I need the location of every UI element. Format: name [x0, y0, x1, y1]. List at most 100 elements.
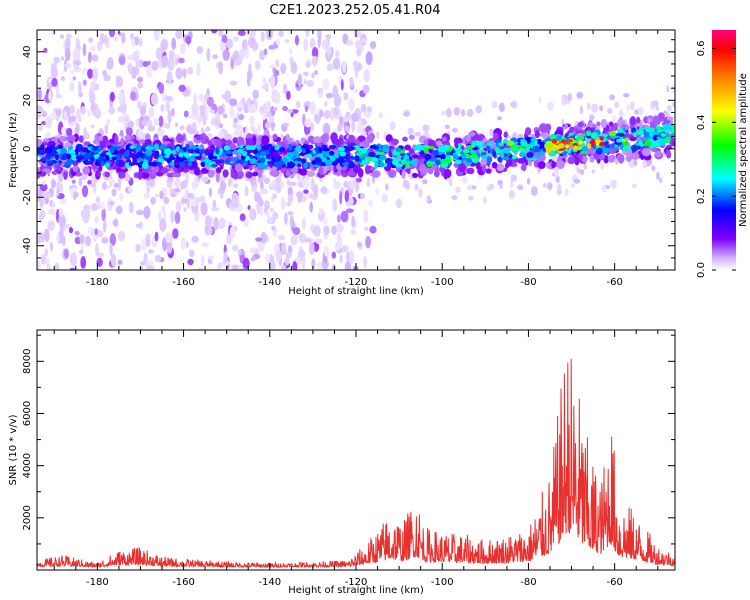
spectrogram-cell: [288, 143, 293, 151]
spectrogram-cell: [88, 37, 93, 43]
spectrogram-cell: [232, 36, 240, 42]
spectrogram-cell: [205, 107, 210, 116]
spectrogram-cell: [137, 130, 143, 138]
spectrogram-cell: [613, 135, 621, 139]
spectrogram-cell: [349, 156, 356, 160]
spectrogram-cell: [137, 76, 144, 83]
spectrogram-cell: [471, 153, 477, 159]
spectrogram-cell: [136, 157, 145, 162]
spectrogram-cell: [290, 234, 298, 246]
spectrogram-cell: [169, 161, 175, 167]
spectrogram-cell: [146, 264, 153, 270]
spectrogram-cell: [532, 145, 538, 153]
spectrogram-cell: [178, 84, 186, 92]
spectrogram-cell: [213, 138, 221, 147]
spectrogram-cell: [282, 105, 289, 112]
spectrogram-cell: [111, 156, 117, 161]
spectrogram-cell: [73, 60, 82, 66]
spectrogram-cell: [44, 228, 50, 243]
spectrogram-cell: [414, 183, 419, 191]
spectrogram-cell: [123, 150, 130, 158]
spectrogram-cell: [218, 60, 223, 75]
spectrogram-cell: [306, 79, 315, 88]
spectrogram-cell: [115, 205, 123, 215]
spectrogram-cell: [77, 147, 84, 152]
snr-panel: -180 -160 -140 -120 -100 -80 -60 2000 4000 6000 8…: [8, 329, 676, 596]
spectrogram-cell: [496, 116, 503, 121]
spectrogram-cell: [322, 38, 329, 50]
spectrogram-cell: [545, 147, 552, 153]
spectrogram-cell: [145, 233, 151, 241]
spectrogram-cell: [93, 154, 100, 159]
spectrogram-cell: [318, 208, 323, 216]
spectrogram-cell: [671, 84, 675, 94]
spectrogram-cell: [471, 140, 479, 147]
spectrogram-cell: [315, 238, 323, 245]
spectrogram-cell: [399, 152, 406, 157]
spectrogram-cell: [309, 241, 315, 255]
spectrogram-cell: [497, 179, 503, 186]
spectrogram-cell: [69, 69, 75, 75]
spectrogram-cell: [225, 38, 234, 49]
snr-ylabel: SNR (10 * v/v): [8, 414, 19, 485]
spectrogram-cell: [190, 161, 198, 168]
spectrogram-cell: [94, 215, 100, 224]
spectrogram-cell: [233, 117, 239, 123]
spectrogram-cell: [631, 127, 637, 134]
y-tick-label: 20: [22, 94, 33, 107]
y-tick-label: 4000: [22, 453, 33, 478]
spectrogram-cell: [655, 171, 660, 181]
spectrogram-cell: [272, 184, 278, 191]
spectrogram-cell: [69, 226, 74, 234]
spectrogram-cell: [200, 196, 206, 201]
spectrogram-cell: [538, 96, 542, 104]
spectrogram-cell: [435, 140, 443, 146]
spectrogram-cell: [94, 228, 98, 236]
spectrogram-cell: [369, 166, 376, 171]
spectrogram-cell: [261, 144, 270, 151]
spectrogram-cell: [175, 30, 183, 40]
spectrogram-cell: [223, 251, 228, 263]
spectrogram-cell: [163, 148, 172, 156]
spectrogram-cell: [428, 145, 435, 150]
spectrogram-cell: [329, 157, 336, 162]
spectrogram-cell: [281, 264, 287, 270]
spectrogram-cell: [588, 114, 595, 121]
spectrogram-cell: [503, 131, 508, 138]
spectrogram-cell: [238, 107, 242, 112]
spectrogram-cell: [309, 201, 313, 213]
spectrogram-cell: [196, 62, 201, 77]
spectrogram-cell: [281, 197, 286, 210]
spectrogram-cell: [118, 171, 126, 179]
spectrogram-cell: [499, 184, 503, 189]
spectrogram-cell: [272, 133, 278, 140]
spectrogram-cell: [664, 129, 671, 134]
spectrogram-cell: [655, 125, 661, 130]
spectrogram-cell: [54, 154, 60, 161]
spectrogram-cell: [363, 255, 368, 269]
spectrogram-cell: [482, 164, 487, 173]
spectrogram-cell: [538, 151, 545, 156]
spectrogram-cell: [413, 146, 419, 151]
spectrogram-cell: [284, 257, 290, 266]
spectrogram-cell: [137, 82, 143, 89]
spectrogram-cell: [74, 126, 80, 136]
spectrogram-cell: [414, 131, 422, 137]
spectrogram-cell: [188, 114, 197, 120]
spectrogram-cell: [317, 35, 321, 48]
spectrogram-cell: [153, 30, 160, 41]
spectrogram-cell: [579, 105, 584, 115]
spectrogram-cell: [453, 137, 463, 145]
figure-title: C2E1.2023.252.05.41.R04: [269, 3, 440, 18]
spectrogram-cell: [466, 167, 475, 175]
spectrogram-cell: [64, 47, 71, 62]
spectrogram-cell: [424, 153, 432, 161]
spectrogram-cell: [665, 111, 670, 119]
spectrogram-cell: [109, 138, 116, 144]
spectrogram-cell: [165, 95, 173, 102]
spectrogram-cell: [609, 94, 616, 101]
spectrogram-cell: [191, 102, 199, 117]
spectrogram-cell: [313, 136, 322, 144]
spectrogram-cell: [158, 115, 164, 128]
spectrogram-cell: [271, 226, 276, 231]
